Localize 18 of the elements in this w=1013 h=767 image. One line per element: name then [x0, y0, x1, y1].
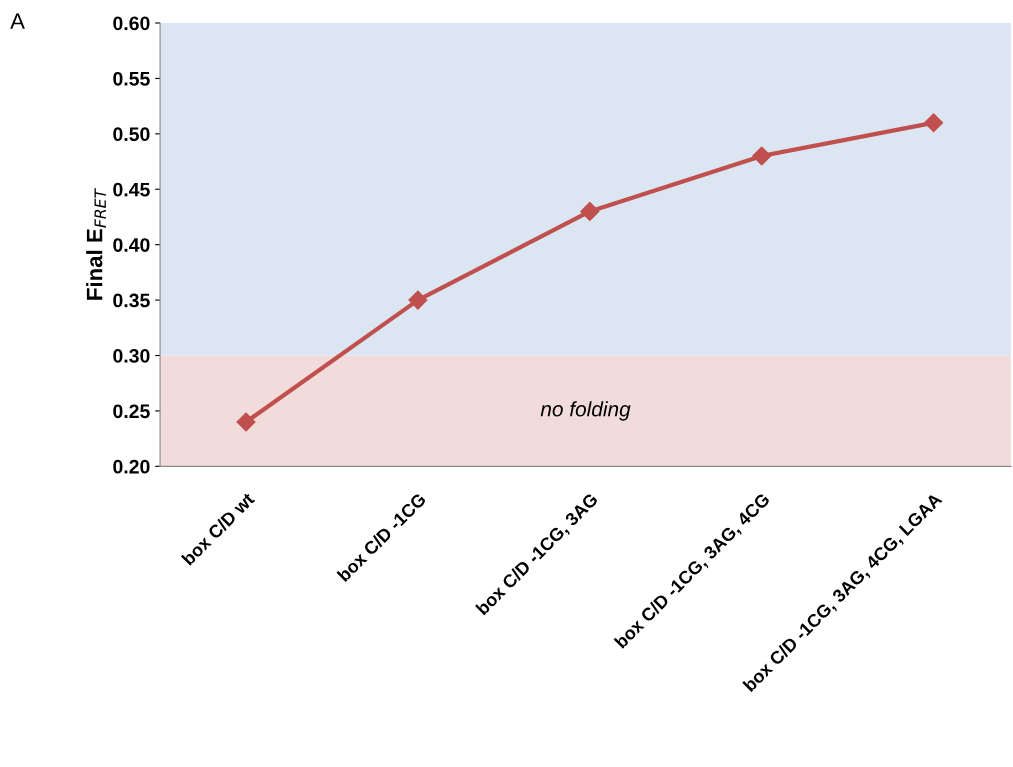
point [580, 201, 600, 221]
y-tick-label: 0.35 [113, 293, 150, 308]
point [236, 412, 256, 432]
point [924, 113, 944, 133]
band-label: no folding [540, 401, 631, 421]
y-tick-label: 0.40 [113, 238, 150, 252]
y-tick-label: 0.50 [113, 127, 150, 142]
y-tick-label: 0.55 [113, 71, 150, 86]
y-tick-label: 0.60 [113, 16, 150, 31]
point [752, 146, 772, 166]
y-tick-label: 0.30 [113, 348, 150, 363]
text: A [10, 13, 25, 29]
point [408, 290, 428, 310]
y-axis-title: Final E$_{FRET}$ [86, 187, 106, 300]
y-tick-label: 0.25 [113, 404, 150, 419]
y-tick-label: 0.20 [113, 459, 150, 474]
y-tick-label: 0.45 [113, 182, 150, 197]
x-tick-label: box C/D wt [180, 491, 256, 566]
